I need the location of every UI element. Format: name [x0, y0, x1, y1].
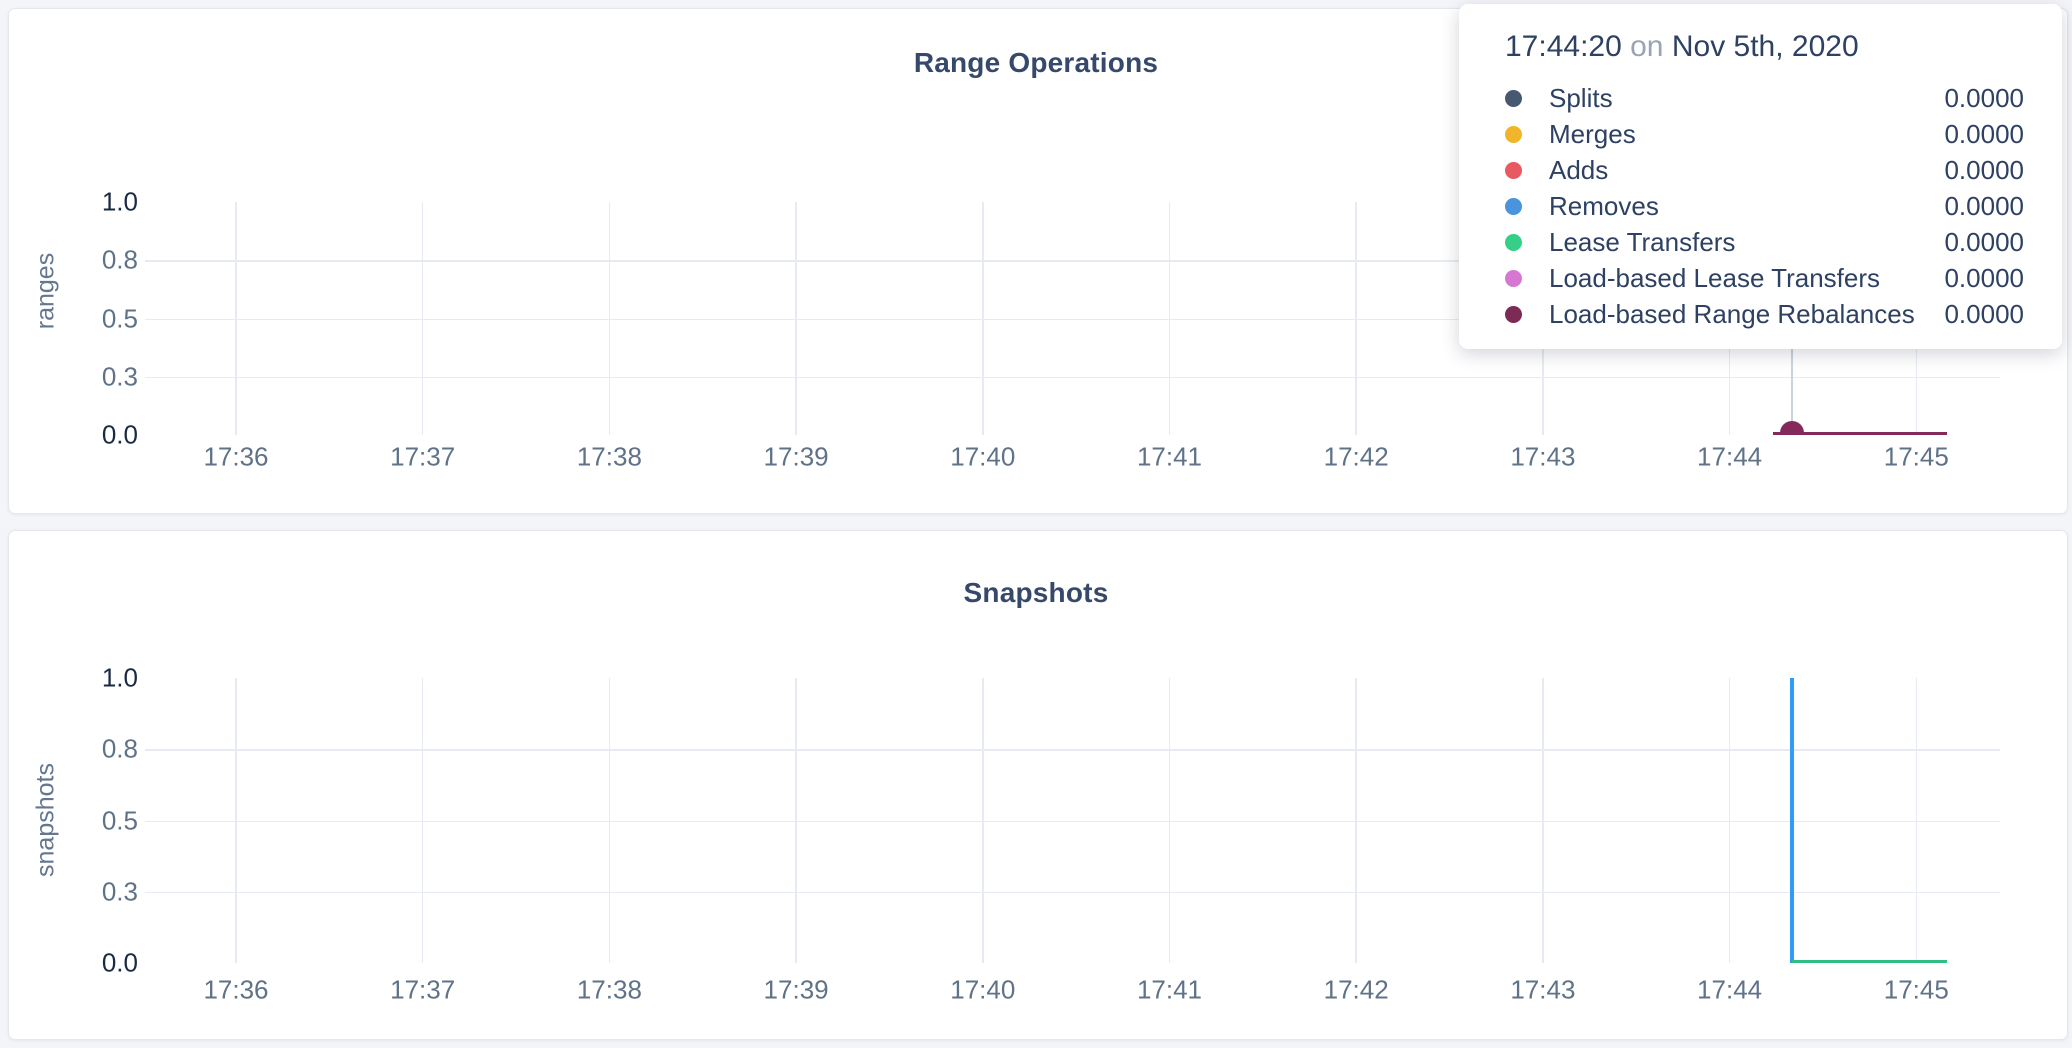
legend-series-label: Adds — [1549, 154, 1609, 185]
tooltip-legend-row: Splits 0.0000 — [1505, 80, 2024, 116]
legend-series-value: 0.0000 — [1944, 154, 2024, 185]
x-tick-label: 17:43 — [1510, 974, 1576, 1005]
x-tick-label: 17:42 — [1323, 974, 1389, 1005]
hover-tooltip: 17:44:20 on Nov 5th, 2020 Splits 0.0000 Me… — [1459, 4, 2062, 349]
y-tick-label: 0.0 — [101, 419, 138, 450]
legend-series-label: Merges — [1549, 118, 1636, 149]
legend-series-label: Splits — [1549, 82, 1613, 113]
legend-series-label: Removes — [1549, 190, 1659, 221]
legend-series-value: 0.0000 — [1944, 298, 2024, 329]
x-tick-label: 17:44 — [1697, 441, 1763, 472]
y-tick-label: 0.3 — [101, 876, 138, 907]
x-tick-label: 17:45 — [1883, 974, 1949, 1005]
y-gridline — [145, 376, 2000, 379]
y-tick-label: 0.5 — [101, 303, 138, 333]
tooltip-legend-row: Merges 0.0000 — [1505, 116, 2024, 152]
legend-series-dot-icon — [1505, 125, 1522, 143]
y-tick-label: 0.0 — [101, 947, 138, 978]
y-tick-label: 0.5 — [101, 805, 138, 835]
legend-series-value: 0.0000 — [1944, 226, 2024, 257]
x-tick-label: 17:40 — [950, 974, 1016, 1005]
tooltip-legend-row: Load-based Lease Transfers 0.0000 — [1505, 260, 2024, 296]
legend-series-label: Lease Transfers — [1549, 226, 1736, 257]
x-tick-label: 17:45 — [1883, 441, 1949, 472]
legend-series-dot-icon — [1505, 161, 1522, 179]
x-tick-label: 17:38 — [576, 441, 642, 472]
series-line-snapshots-reserved — [1791, 960, 1948, 963]
x-tick-label: 17:41 — [1136, 974, 1203, 1005]
y-tick-label: 0.3 — [101, 361, 138, 392]
y-gridline — [145, 318, 2000, 320]
legend-series-dot-icon — [1505, 89, 1522, 107]
plot-area-snapshots[interactable] — [145, 678, 2000, 963]
x-tick-label: 17:43 — [1510, 441, 1576, 472]
legend-series-label: Load-based Range Rebalances — [1549, 298, 1915, 329]
legend-series-dot-icon — [1505, 269, 1522, 287]
y-tick-label: 0.8 — [101, 244, 138, 275]
legend-series-value: 0.0000 — [1944, 262, 2024, 293]
chart-title-range-operations: Range Operations — [913, 47, 1159, 78]
y-gridline — [145, 891, 2000, 894]
tooltip-legend-row: Removes 0.0000 — [1505, 188, 2024, 224]
x-tick-label: 17:37 — [390, 974, 456, 1005]
chart-title-snapshots: Snapshots — [963, 577, 1109, 608]
x-tick-label: 17:39 — [763, 441, 829, 472]
y-gridline — [145, 260, 2000, 262]
tooltip-time: 17:44:20 — [1505, 30, 1622, 63]
legend-series-value: 0.0000 — [1944, 82, 2024, 113]
y-tick-label: 1.0 — [101, 186, 138, 217]
tooltip-legend-row: Load-based Range Rebalances 0.0000 — [1505, 296, 2024, 332]
x-tick-label: 17:38 — [576, 974, 642, 1005]
tooltip-legend-row: Adds 0.0000 — [1505, 152, 2024, 188]
hover-point-marker — [1779, 421, 1804, 433]
tooltip-timestamp: 17:44:20 on Nov 5th, 2020 — [1505, 30, 2024, 64]
legend-series-dot-icon — [1505, 233, 1522, 251]
legend-series-dot-icon — [1505, 305, 1522, 323]
y-gridline — [145, 749, 2000, 751]
series-line-snapshots-applied — [1790, 678, 1794, 963]
x-tick-label: 17:36 — [203, 974, 269, 1005]
x-tick-label: 17:36 — [203, 441, 269, 472]
y-tick-label: 0.8 — [101, 733, 138, 764]
x-tick-label: 17:37 — [390, 441, 456, 472]
y-tick-label: 1.0 — [101, 662, 138, 693]
tooltip-legend-row: Lease Transfers 0.0000 — [1505, 224, 2024, 260]
x-tick-label: 17:39 — [763, 974, 829, 1005]
legend-series-label: Load-based Lease Transfers — [1549, 262, 1880, 293]
tooltip-date: Nov 5th, 2020 — [1671, 30, 1859, 63]
tooltip-legend: Splits 0.0000 Merges 0.0000 Adds 0.0000 Remove… — [1505, 80, 2024, 332]
legend-series-value: 0.0000 — [1944, 190, 2024, 221]
chart-card-snapshots — [8, 530, 2068, 1040]
x-tick-label: 17:42 — [1323, 441, 1389, 472]
series-line-load-based-range-rebalances — [1773, 432, 1948, 435]
legend-series-dot-icon — [1505, 197, 1522, 215]
x-tick-label: 17:41 — [1136, 441, 1203, 472]
legend-series-value: 0.0000 — [1944, 118, 2024, 149]
x-tick-label: 17:40 — [950, 441, 1016, 472]
tooltip-connector: on — [1630, 30, 1664, 63]
y-gridline — [145, 820, 2000, 822]
x-tick-label: 17:44 — [1697, 974, 1763, 1005]
